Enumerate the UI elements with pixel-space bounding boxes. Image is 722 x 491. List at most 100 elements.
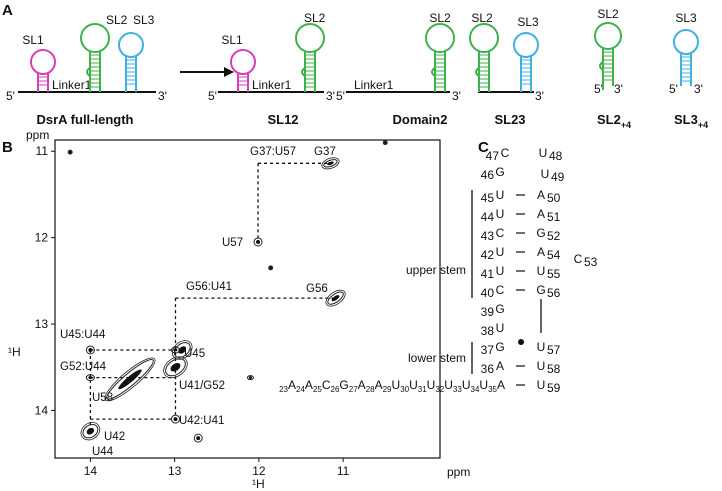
nucleotide: U <box>539 146 548 160</box>
construct-name: Domain2 <box>393 112 448 127</box>
nucleotide: U <box>496 321 505 335</box>
bulge <box>86 67 91 77</box>
peak <box>382 140 388 146</box>
loop <box>513 32 539 58</box>
x-tick-label: 14 <box>84 464 98 478</box>
nucleotide: U <box>462 378 471 392</box>
peak-label: U41/G52 <box>179 380 225 392</box>
nucleotide-number: 44 <box>481 210 495 224</box>
peak <box>163 356 188 379</box>
nucleotide-number: 30 <box>400 385 409 394</box>
sl-label: SL1 <box>22 33 44 47</box>
peak-contour <box>170 346 180 354</box>
nucleotide: C <box>574 252 583 266</box>
peak-core <box>173 348 178 352</box>
nucleotide: A <box>305 378 313 392</box>
peak-contour <box>171 340 193 360</box>
nucleotide-number: 38 <box>481 324 495 338</box>
nucleotide: A <box>375 378 383 392</box>
peak <box>321 157 340 170</box>
peak-label: G56:U41 <box>186 281 232 293</box>
nucleotide: A <box>537 188 545 202</box>
loop <box>295 23 325 53</box>
peak-core <box>88 376 93 380</box>
nucleotide: U <box>496 207 505 221</box>
single-strand: 23A24A25C26G27A28A29U30U31U32U33U34U35A <box>279 378 505 394</box>
nucleotide-number: 31 <box>418 385 427 394</box>
nucleotide: U <box>496 245 505 259</box>
bulge <box>599 61 604 71</box>
peak-core <box>173 417 178 422</box>
nucleotide-number: 24 <box>296 385 305 394</box>
nucleotide: G <box>339 378 348 392</box>
peak <box>85 374 95 382</box>
y-tick-label: 11 <box>36 144 49 158</box>
peak-contour <box>325 289 346 307</box>
peak-label: U57 <box>222 237 243 249</box>
nucleotide: G <box>495 340 504 354</box>
peak-core <box>248 376 252 380</box>
arrow-head <box>224 67 234 77</box>
peak-contour <box>321 157 340 170</box>
panel-label: B <box>2 139 13 156</box>
spectrum-frame <box>54 139 441 459</box>
bulge <box>301 67 306 77</box>
nucleotide: U <box>444 378 453 392</box>
nucleotide-number: 33 <box>453 385 462 394</box>
nucleotide-number: 47 <box>486 149 500 163</box>
nucleotide: G <box>536 283 545 297</box>
sl-label: SL2 <box>304 11 326 25</box>
panel-label: C <box>478 139 489 156</box>
x-tick-label: 13 <box>168 464 182 478</box>
nucleotide: U <box>537 264 546 278</box>
peak-contour <box>80 422 101 441</box>
nucleotide-number: 59 <box>547 381 561 395</box>
nucleotide: A <box>497 378 505 392</box>
peak-label: U42:U41 <box>179 415 224 427</box>
construct-name: SL2+4 <box>597 112 631 130</box>
x-tick-label: 12 <box>252 464 266 478</box>
peak-contour <box>104 357 156 402</box>
peak-label: U58 <box>92 392 113 404</box>
nucleotide: G <box>495 302 504 316</box>
nucleotide: U <box>541 167 550 181</box>
peak <box>85 345 95 355</box>
peak-core <box>88 347 93 352</box>
nucleotide-number: 42 <box>481 248 495 262</box>
nucleotide-number: 50 <box>547 191 561 205</box>
end-label: 3' <box>158 89 167 103</box>
sl-label: SL1 <box>221 33 243 47</box>
sl-label: SL3 <box>675 11 697 25</box>
nucleotide: U <box>537 340 546 354</box>
peak-label: G37:U57 <box>250 146 296 158</box>
peak <box>104 357 156 402</box>
peak <box>325 289 346 307</box>
peak <box>67 149 73 155</box>
peak-contour <box>85 374 95 382</box>
peak <box>171 340 193 360</box>
peak <box>80 422 101 441</box>
bulge <box>475 67 480 77</box>
y-axis-label: ¹H <box>8 345 21 359</box>
nucleotide-number: 29 <box>383 385 392 394</box>
end-label: 5' <box>6 89 15 103</box>
nucleotide: A <box>537 207 545 221</box>
nucleotide-number: 32 <box>435 385 444 394</box>
nucleotide-number: 37 <box>481 343 495 357</box>
linker-label: Linker1 <box>52 78 92 92</box>
nucleotide-number: 28 <box>366 385 375 394</box>
y-tick-label: 14 <box>35 403 49 417</box>
end-label: 3' <box>326 89 335 103</box>
peak <box>268 265 274 271</box>
peak-contour <box>67 149 73 155</box>
loop <box>594 22 622 50</box>
nucleotide-number: 36 <box>481 362 495 376</box>
peak <box>246 375 254 381</box>
nucleotide: U <box>537 359 546 373</box>
peak-label: U44 <box>92 446 114 458</box>
peak-core <box>178 346 187 354</box>
nucleotide: C <box>322 378 331 392</box>
peak-core <box>327 161 334 166</box>
nucleotide: G <box>495 165 504 179</box>
stem-label: lower stem <box>408 351 466 365</box>
